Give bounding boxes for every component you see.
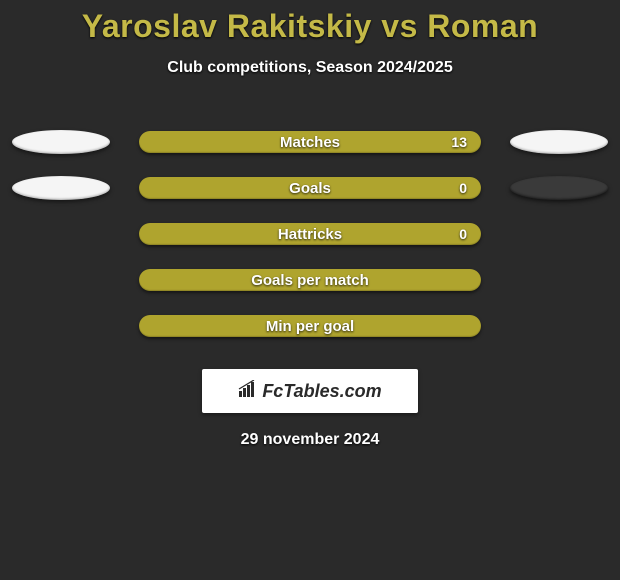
stat-row: Matches 13 (0, 119, 620, 165)
stat-value: 0 (459, 180, 467, 196)
right-value-ellipse (510, 130, 608, 154)
stat-label: Min per goal (266, 318, 354, 335)
left-value-ellipse (12, 176, 110, 200)
subtitle: Club competitions, Season 2024/2025 (0, 59, 620, 77)
stat-label: Matches (280, 134, 340, 151)
logo-text: FcTables.com (238, 380, 381, 403)
fctables-logo-link[interactable]: FcTables.com (202, 369, 418, 413)
left-value-ellipse (12, 130, 110, 154)
page-title: Yaroslav Rakitskiy vs Roman (0, 8, 620, 45)
stat-row: Goals per match (0, 257, 620, 303)
chart-icon (238, 380, 260, 403)
stat-pill: Hattricks 0 (139, 223, 481, 245)
stat-row: Hattricks 0 (0, 211, 620, 257)
stat-value: 0 (459, 226, 467, 242)
stat-row: Goals 0 (0, 165, 620, 211)
stat-pill: Goals 0 (139, 177, 481, 199)
stat-row: Min per goal (0, 303, 620, 349)
stat-label: Goals (289, 180, 331, 197)
stat-pill: Goals per match (139, 269, 481, 291)
stat-label: Goals per match (251, 272, 369, 289)
stat-value: 13 (451, 134, 467, 150)
date-label: 29 november 2024 (0, 431, 620, 449)
stat-pill: Min per goal (139, 315, 481, 337)
stat-label: Hattricks (278, 226, 342, 243)
right-value-ellipse (510, 176, 608, 200)
main-container: Yaroslav Rakitskiy vs Roman Club competi… (0, 0, 620, 449)
stat-pill: Matches 13 (139, 131, 481, 153)
logo-label: FcTables.com (262, 381, 381, 402)
stats-block: Matches 13 Goals 0 Hattricks 0 Goals per… (0, 119, 620, 349)
